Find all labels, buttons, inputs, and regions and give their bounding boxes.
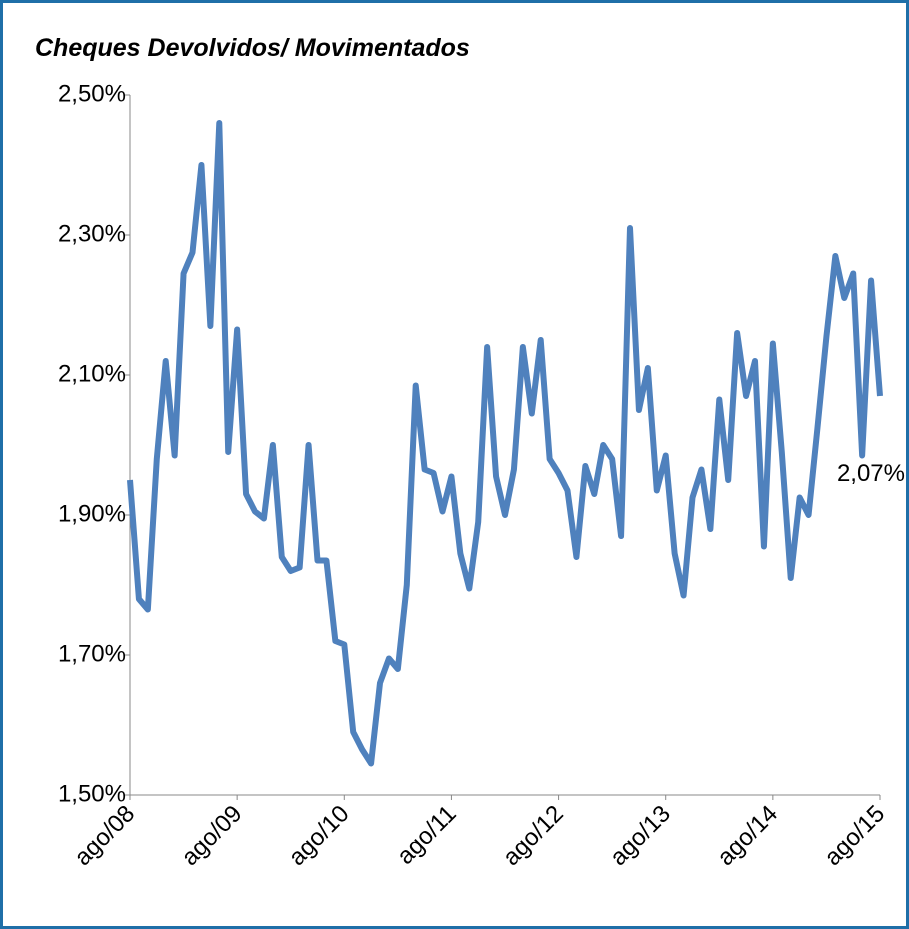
y-tick-label: 2,30% xyxy=(58,220,126,247)
line xyxy=(127,120,883,767)
y-tick-label: 1,70% xyxy=(58,640,126,667)
data-label: 2,07% xyxy=(837,460,905,487)
y-tick-label: 2,10% xyxy=(58,360,126,387)
chart-title: Cheques Devolvidos/ Movimentados xyxy=(35,34,470,62)
y-tick-label: 2,50% xyxy=(58,80,126,107)
y-tick-label: 1,90% xyxy=(58,500,126,527)
y-tick-label: 1,50% xyxy=(58,780,126,807)
